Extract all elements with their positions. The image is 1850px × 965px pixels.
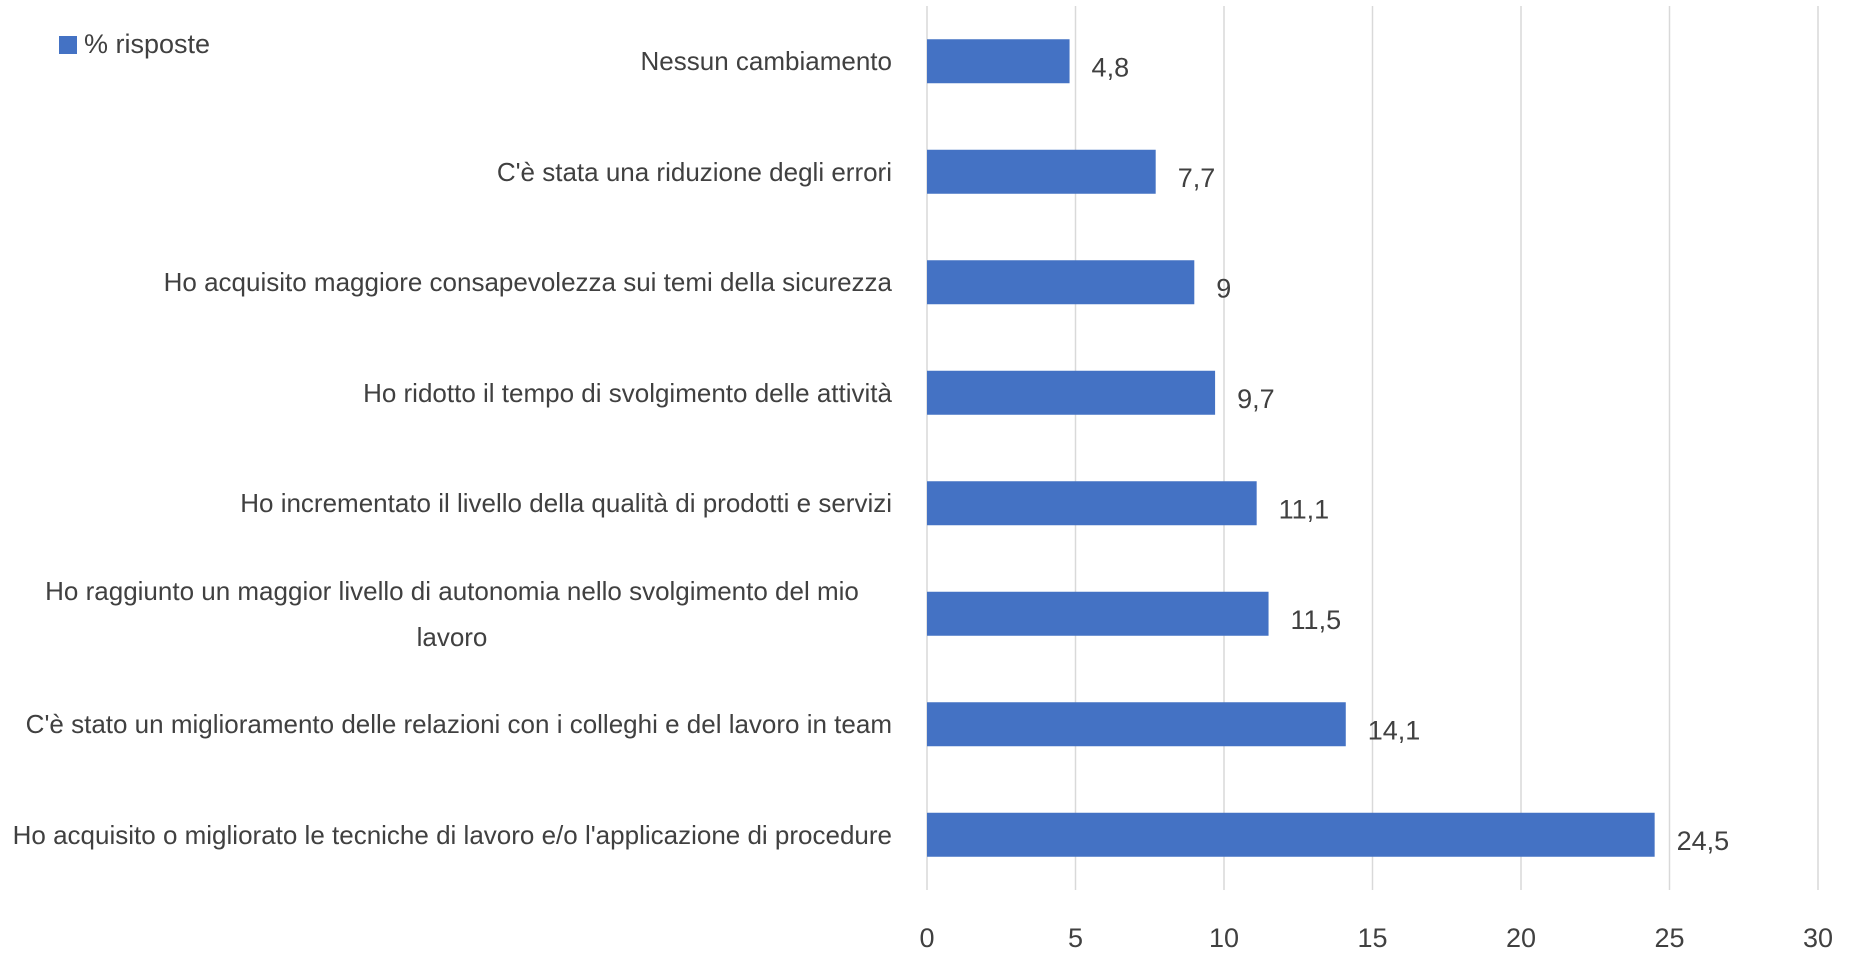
x-tick-label: 0 (919, 923, 934, 953)
data-label: 7,7 (1178, 163, 1216, 193)
bar (927, 370, 1216, 415)
data-label: 9 (1216, 273, 1231, 303)
y-tick-label: Nessun cambiamento (640, 46, 892, 77)
x-tick-label: 5 (1068, 923, 1083, 953)
x-tick-label: 25 (1654, 923, 1684, 953)
legend-swatch (59, 36, 77, 54)
bar (927, 39, 1070, 84)
legend-label: % risposte (84, 29, 210, 59)
y-tick-label: Ho acquisito maggiore consapevolezza sui… (163, 267, 892, 298)
y-tick-label: C'è stato un miglioramento delle relazio… (25, 709, 892, 740)
data-label: 24,5 (1677, 826, 1730, 856)
y-tick-label: C'è stata una riduzione degli errori (496, 156, 892, 187)
x-tick-label: 15 (1357, 923, 1387, 953)
bar (927, 260, 1195, 305)
y-tick-label: Ho incrementato il livello della qualità… (240, 488, 892, 519)
bar (927, 702, 1346, 747)
x-tick-label: 10 (1209, 923, 1239, 953)
data-label: 9,7 (1237, 384, 1275, 414)
y-tick-label: Ho acquisito o migliorato le tecniche di… (12, 819, 892, 850)
data-label: 11,1 (1279, 494, 1330, 524)
data-label: 4,8 (1092, 52, 1130, 82)
data-label: 14,1 (1368, 715, 1421, 745)
bar (927, 812, 1655, 857)
data-label: 11,5 (1291, 605, 1342, 635)
x-tick-label: 30 (1803, 923, 1833, 953)
bar (927, 591, 1269, 636)
y-tick-label: Ho ridotto il tempo di svolgimento delle… (363, 377, 892, 408)
bar (927, 481, 1257, 526)
y-tick-label: Ho raggiunto un maggior livello di auton… (45, 575, 859, 652)
x-tick-label: 20 (1506, 923, 1536, 953)
bar (927, 149, 1156, 194)
